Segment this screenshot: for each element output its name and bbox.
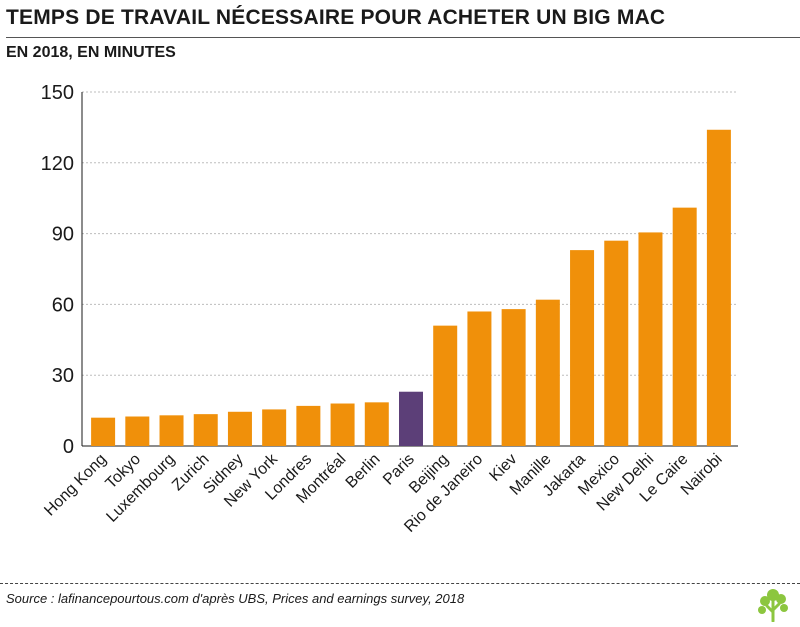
bar: [262, 409, 287, 446]
bar: [227, 411, 252, 446]
bar: [364, 402, 389, 446]
bar: [296, 405, 321, 446]
bar: [399, 391, 423, 446]
bar: [570, 250, 595, 446]
y-tick-label: 150: [41, 82, 74, 104]
bar: [433, 325, 458, 446]
source-divider: [0, 583, 800, 584]
bar: [638, 232, 663, 446]
bar: [672, 207, 697, 446]
x-tick-label: Berlin: [343, 451, 384, 492]
bar: [535, 299, 560, 446]
bar: [125, 416, 150, 446]
y-tick-label: 0: [63, 436, 74, 458]
source-note: Source : lafinancepourtous.com d'après U…: [6, 591, 465, 606]
chart-title: TEMPS DE TRAVAIL NÉCESSAIRE POUR ACHETER…: [6, 6, 666, 29]
chart-subtitle: EN 2018, EN MINUTES: [6, 44, 176, 61]
bar: [159, 415, 184, 446]
y-tick-label: 90: [52, 224, 74, 246]
bar: [91, 417, 116, 446]
bar: [604, 240, 629, 446]
y-tick-label: 120: [41, 153, 74, 175]
x-tick-label: Hong Kong: [41, 451, 110, 520]
tree-icon: [758, 589, 788, 622]
title-divider: [6, 37, 800, 38]
bar: [501, 309, 526, 446]
y-tick-label: 30: [52, 365, 74, 387]
bar: [467, 311, 492, 446]
bar: [193, 414, 218, 446]
y-tick-label: 60: [52, 294, 74, 316]
bar: [706, 129, 731, 446]
bar: [330, 403, 355, 446]
